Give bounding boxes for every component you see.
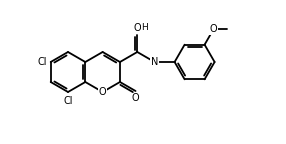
Text: O: O	[134, 23, 141, 33]
Text: O: O	[210, 24, 217, 34]
Text: O: O	[132, 93, 139, 103]
Text: Cl: Cl	[37, 57, 47, 67]
Text: O: O	[99, 87, 106, 97]
Text: Cl: Cl	[63, 96, 73, 106]
Text: H: H	[141, 23, 148, 32]
Text: N: N	[151, 57, 158, 67]
